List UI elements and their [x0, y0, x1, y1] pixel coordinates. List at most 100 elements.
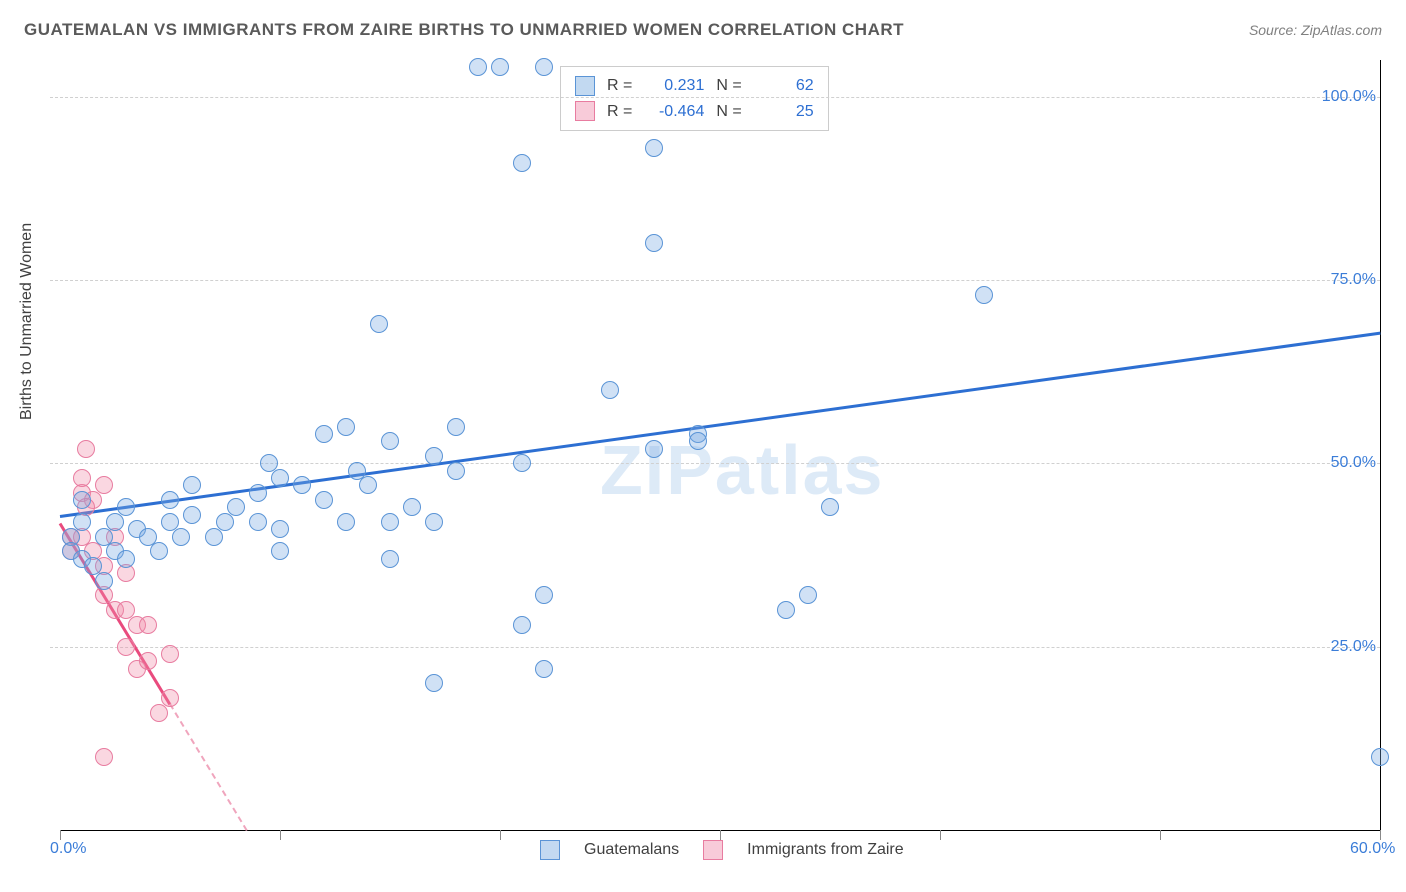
legend-label: Guatemalans [584, 841, 679, 859]
data-point [95, 476, 113, 494]
data-point [216, 513, 234, 531]
data-point [535, 58, 553, 76]
data-point [172, 528, 190, 546]
watermark: ZIPatlas [600, 430, 884, 510]
data-point [161, 491, 179, 509]
data-point [249, 513, 267, 531]
data-point [645, 234, 663, 252]
gridline [50, 97, 1380, 98]
data-point [447, 462, 465, 480]
data-point [535, 660, 553, 678]
x-tick [1160, 830, 1162, 840]
data-point [161, 645, 179, 663]
r-value: -0.464 [644, 99, 704, 125]
data-point [249, 484, 267, 502]
data-point [183, 506, 201, 524]
n-value: 25 [754, 99, 814, 125]
x-tick-label: 60.0% [1350, 840, 1395, 858]
legend-row-blue: R = 0.231 N = 62 [575, 73, 814, 99]
y-tick-label: 50.0% [1331, 454, 1376, 472]
r-label: R = [607, 73, 632, 99]
data-point [645, 139, 663, 157]
data-point [381, 513, 399, 531]
x-tick [940, 830, 942, 840]
data-point [117, 498, 135, 516]
data-point [183, 476, 201, 494]
data-point [73, 491, 91, 509]
data-point [106, 513, 124, 531]
data-point [645, 440, 663, 458]
y-tick-label: 100.0% [1322, 88, 1376, 106]
data-point [271, 520, 289, 538]
data-point [205, 528, 223, 546]
data-point [150, 542, 168, 560]
data-point [491, 58, 509, 76]
data-point [73, 513, 91, 531]
data-point [425, 513, 443, 531]
data-point [425, 674, 443, 692]
data-point [95, 748, 113, 766]
source-label: Source: ZipAtlas.com [1249, 22, 1382, 38]
data-point [161, 689, 179, 707]
x-tick-label: 0.0% [50, 840, 86, 858]
data-point [777, 601, 795, 619]
swatch-blue-icon [575, 76, 595, 96]
data-point [821, 498, 839, 516]
x-tick [720, 830, 722, 840]
data-point [513, 454, 531, 472]
data-point [1371, 748, 1389, 766]
data-point [381, 432, 399, 450]
n-label: N = [716, 73, 741, 99]
legend-label: Immigrants from Zaire [747, 841, 903, 859]
swatch-pink-icon [703, 840, 723, 860]
data-point [337, 513, 355, 531]
data-point [117, 638, 135, 656]
n-label: N = [716, 99, 741, 125]
data-point [601, 381, 619, 399]
data-point [117, 550, 135, 568]
y-tick-label: 25.0% [1331, 638, 1376, 656]
r-label: R = [607, 99, 632, 125]
data-point [513, 154, 531, 172]
data-point [315, 491, 333, 509]
chart-title: GUATEMALAN VS IMMIGRANTS FROM ZAIRE BIRT… [24, 20, 904, 40]
data-point [139, 616, 157, 634]
data-point [73, 469, 91, 487]
data-point [799, 586, 817, 604]
y-tick-label: 75.0% [1331, 271, 1376, 289]
x-tick [500, 830, 502, 840]
swatch-pink-icon [575, 101, 595, 121]
data-point [293, 476, 311, 494]
data-point [337, 418, 355, 436]
data-point [227, 498, 245, 516]
gridline [50, 647, 1380, 648]
y-axis-label: Births to Unmarried Women [18, 223, 36, 420]
data-point [95, 572, 113, 590]
data-point [271, 542, 289, 560]
legend-series: Guatemalans Immigrants from Zaire [540, 840, 904, 860]
data-point [139, 652, 157, 670]
data-point [975, 286, 993, 304]
data-point [271, 469, 289, 487]
data-point [689, 432, 707, 450]
data-point [315, 425, 333, 443]
legend-correlation: R = 0.231 N = 62 R = -0.464 N = 25 [560, 66, 829, 131]
data-point [535, 586, 553, 604]
x-tick [280, 830, 282, 840]
data-point [447, 418, 465, 436]
n-value: 62 [754, 73, 814, 99]
data-point [403, 498, 421, 516]
r-value: 0.231 [644, 73, 704, 99]
gridline [50, 280, 1380, 281]
data-point [381, 550, 399, 568]
data-point [513, 616, 531, 634]
data-point [370, 315, 388, 333]
data-point [469, 58, 487, 76]
swatch-blue-icon [540, 840, 560, 860]
gridline [50, 463, 1380, 464]
legend-row-pink: R = -0.464 N = 25 [575, 99, 814, 125]
plot-area: ZIPatlas R = 0.231 N = 62 R = -0.464 N =… [60, 60, 1381, 831]
trend-line [169, 704, 248, 832]
data-point [425, 447, 443, 465]
data-point [359, 476, 377, 494]
